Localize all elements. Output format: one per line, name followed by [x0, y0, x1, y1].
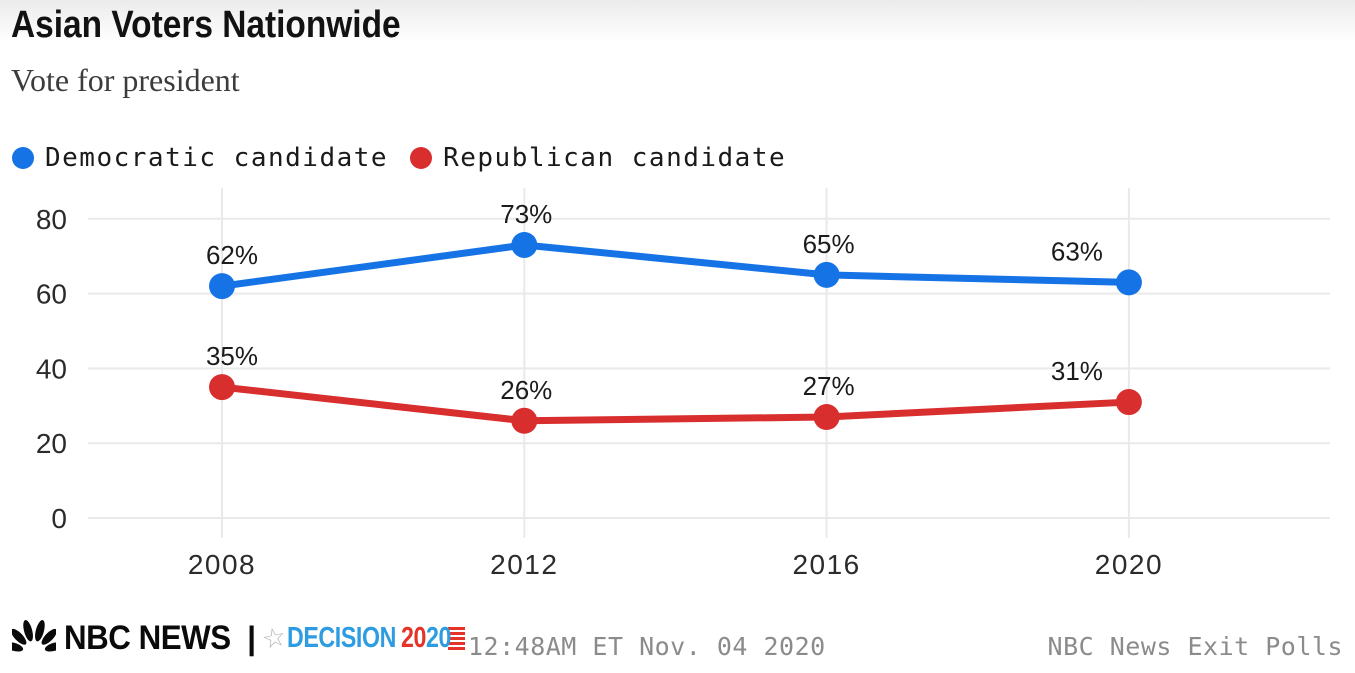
legend-item-republican: Republican candidate [410, 143, 786, 173]
data-label: 62% [206, 240, 258, 270]
brand-lockup: NBC NEWS | ☆ DECISION 2020 [12, 618, 465, 658]
data-label: 31% [1051, 356, 1103, 386]
y-tick-label: 20 [36, 428, 67, 459]
legend: Democratic candidate Republican candidat… [12, 143, 808, 173]
x-tick-label: 2008 [188, 549, 256, 580]
data-point [209, 273, 235, 300]
y-tick-label: 60 [36, 279, 67, 310]
data-point [1115, 269, 1142, 296]
page-subtitle: Vote for president [11, 62, 240, 98]
data-point [511, 231, 538, 258]
data-point [209, 374, 235, 401]
decision-year-blue: 20 [426, 621, 452, 654]
data-label: 65% [803, 229, 855, 259]
series-line [218, 241, 1133, 290]
data-point [813, 404, 840, 431]
brand-divider: | [247, 619, 257, 656]
data-point [813, 261, 840, 288]
data-label: 26% [500, 375, 552, 405]
x-tick-label: 2012 [490, 549, 558, 580]
y-tick-label: 0 [51, 503, 67, 534]
series-line [218, 383, 1133, 425]
x-tick-label: 2016 [792, 549, 860, 580]
data-label: 63% [1051, 236, 1103, 266]
decision-wordmark: DECISION [287, 621, 397, 654]
decision-year-red: 20 [401, 621, 427, 654]
x-tick-label: 2020 [1095, 549, 1163, 580]
nbc-peacock-icon [12, 620, 56, 652]
source-label: NBC News Exit Polls [1047, 632, 1343, 661]
legend-label-republican: Republican candidate [443, 143, 787, 173]
nbc-news-wordmark: NBC NEWS [64, 618, 231, 657]
page-title: Asian Voters Nationwide [11, 4, 401, 46]
republican-dot-icon [410, 147, 433, 169]
data-label: 27% [803, 371, 855, 401]
y-tick-label: 80 [36, 204, 67, 235]
decision-star-icon: ☆ [259, 620, 290, 655]
decision-year: 2020 [401, 622, 451, 655]
data-point [1115, 389, 1142, 416]
data-label: 35% [206, 341, 258, 371]
legend-item-democratic: Democratic candidate [12, 143, 388, 173]
y-tick-label: 40 [36, 353, 67, 384]
flag-stripes-icon [448, 626, 465, 650]
footer: NBC NEWS | ☆ DECISION 2020 12:48AM ET No… [0, 612, 1355, 673]
data-label: 73% [500, 199, 552, 229]
legend-label-democratic: Democratic candidate [45, 143, 389, 173]
timestamp: 12:48AM ET Nov. 04 2020 [468, 632, 826, 661]
democratic-dot-icon [12, 147, 34, 169]
data-point [511, 407, 538, 434]
